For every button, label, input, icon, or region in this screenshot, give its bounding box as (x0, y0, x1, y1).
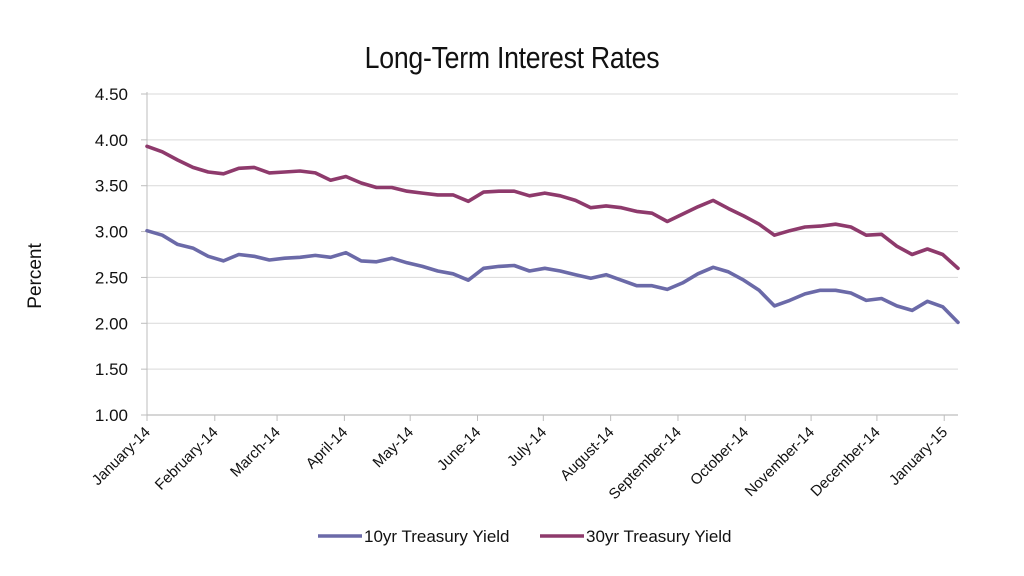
x-tick-label: March-14 (227, 424, 284, 481)
x-tick-label: December-14 (807, 424, 883, 500)
gridlines (147, 93, 958, 370)
series-line-10yr (145, 228, 960, 325)
x-tick-label: January-15 (886, 424, 951, 489)
y-tick-label: 2.00 (95, 314, 128, 333)
legend: 10yr Treasury Yield 30yr Treasury Yield (318, 527, 732, 546)
x-tick-label: August-14 (557, 424, 617, 484)
series-line-30yr (145, 144, 960, 271)
y-tick-label: 4.50 (95, 85, 128, 104)
y-tick-label: 3.00 (95, 223, 128, 242)
x-tick-label: April-14 (303, 424, 352, 473)
x-tick-label: October-14 (687, 424, 752, 489)
x-tick-label: November-14 (742, 424, 818, 500)
y-tick-label: 1.00 (95, 406, 128, 425)
y-tick-label: 4.00 (95, 131, 128, 150)
axes (141, 92, 958, 421)
series-lines (145, 144, 960, 325)
x-tick-label: February-14 (152, 424, 222, 494)
y-tick-label: 3.50 (95, 177, 128, 196)
x-tick-label: June-14 (434, 424, 484, 474)
x-tick-label: January-14 (89, 424, 154, 489)
legend-label: 30yr Treasury Yield (586, 527, 732, 546)
y-tick-labels: 1.00 1.50 2.00 2.50 3.00 3.50 4.00 4.50 (95, 85, 128, 425)
x-tick-label: July-14 (504, 424, 550, 470)
x-tick-label: May-14 (370, 424, 417, 471)
y-axis-label: Percent (25, 243, 46, 309)
legend-label: 10yr Treasury Yield (364, 527, 510, 546)
x-tick-label: September-14 (606, 424, 685, 503)
chart-title: Long-Term Interest Rates (364, 40, 660, 75)
y-tick-label: 2.50 (95, 268, 128, 287)
y-tick-label: 1.50 (95, 360, 128, 379)
